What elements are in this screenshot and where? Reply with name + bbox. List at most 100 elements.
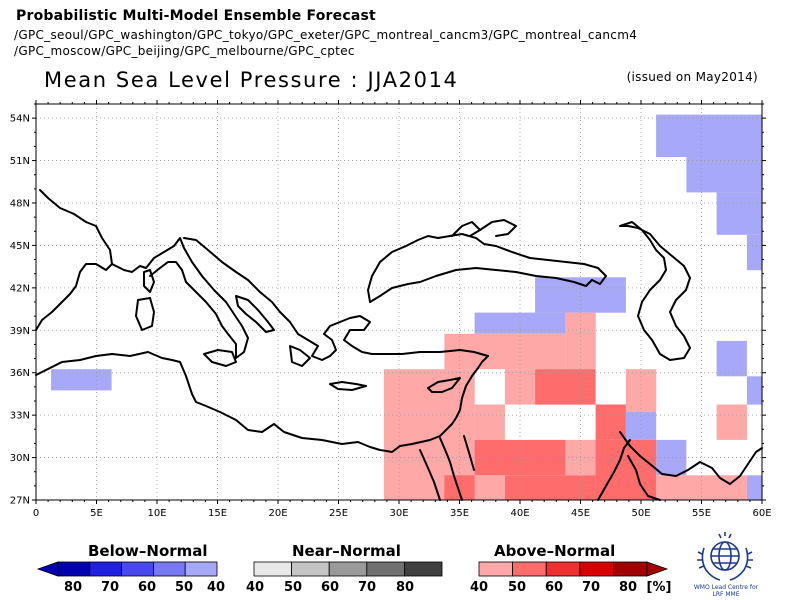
legend-above-value: 50 (507, 580, 527, 595)
x-tick-label: 0 (33, 508, 39, 519)
axis-ticks: 0 5E 10E 15E 20E 25E 30E 35E 40E 45E 50E 55E 60E 27N 3… (10, 100, 772, 519)
legend-near-swatch (328, 561, 368, 577)
probability-cells (51, 114, 762, 501)
legend-above-swatch (512, 561, 547, 577)
probability-cell-above (474, 475, 505, 501)
coast-sinai (439, 437, 463, 501)
y-tick-label: 54N (10, 114, 30, 125)
coast-arabia (597, 439, 631, 501)
coast-caspian (619, 221, 691, 361)
issued-date: (issued on May2014) (626, 70, 758, 84)
legend-unit: [%] (646, 580, 672, 595)
probability-cell-below (656, 114, 762, 157)
header-title: Probabilistic Multi-Model Ensemble Forec… (16, 8, 376, 24)
coast-crimea (451, 221, 481, 237)
x-tick-label: 25E (329, 508, 348, 519)
probability-cell-below (716, 340, 747, 377)
legend-below-value: 50 (174, 580, 194, 595)
legend-near-value: 80 (395, 580, 415, 595)
legend-below-value: 70 (100, 580, 120, 595)
probability-cell-below (51, 369, 112, 391)
coast-iberia (35, 189, 113, 331)
legend-near-swatch (403, 561, 443, 577)
probability-cell-above (444, 475, 475, 501)
coastlines (35, 189, 763, 501)
legend-above-arrow (646, 561, 669, 577)
probability-cell-above (595, 439, 657, 500)
y-tick-label: 30N (10, 453, 30, 464)
legend-below-swatch (152, 561, 186, 577)
coast-persian-gulf-south (627, 455, 661, 501)
probability-cell-above (504, 369, 536, 405)
legend-near-value: 40 (245, 580, 265, 595)
legend-above-swatch (478, 561, 513, 577)
x-tick-label: 50E (631, 508, 650, 519)
probability-cell-below (625, 411, 657, 440)
coast-peloponnese (289, 345, 311, 367)
y-tick-label: 33N (10, 411, 30, 422)
coast-balkans (183, 237, 489, 361)
coast-north-africa (35, 351, 473, 453)
legend-near-swatch (253, 561, 292, 577)
coast-sardinia (135, 297, 155, 331)
coast-corsica (143, 269, 155, 293)
probability-cell-above (535, 369, 596, 405)
legend-near-value: 50 (283, 580, 303, 595)
coast-turkey-north (369, 267, 593, 303)
map-title: Mean Sea Level Pressure : JJA2014 (44, 68, 459, 92)
legend-above-label: Above–Normal (494, 542, 616, 560)
probability-cell-below (686, 157, 762, 193)
y-tick-label: 39N (10, 326, 30, 337)
coast-sicily (203, 349, 237, 367)
probability-cell-above (444, 333, 566, 370)
y-tick-label: 45N (10, 241, 30, 252)
coast-persian-gulf (619, 431, 763, 485)
x-tick-label: 20E (268, 508, 287, 519)
coast-black-sea (367, 233, 607, 303)
x-tick-label: 30E (389, 508, 408, 519)
coast-cyprus (427, 377, 461, 393)
probability-cell-below (746, 234, 762, 271)
coast-crete (329, 381, 367, 391)
legend-above-swatch (613, 561, 648, 577)
x-tick-label: 35E (450, 508, 469, 519)
legend-above-value: 70 (581, 580, 601, 595)
legend-below-value: 80 (63, 580, 83, 595)
x-tick-label: 55E (692, 508, 711, 519)
legend-near-label: Near–Normal (292, 542, 401, 560)
legend-below-value: 40 (206, 580, 226, 595)
legend-above-value: 80 (618, 580, 638, 595)
probability-cell-above (504, 475, 596, 501)
legend-below-swatch (57, 561, 91, 577)
probability-cell-below (716, 192, 762, 235)
y-tick-label: 36N (10, 368, 30, 379)
probability-cell-above (716, 404, 747, 440)
coast-azov (479, 219, 517, 237)
legend-below-value: 60 (137, 580, 157, 595)
legend-near-value: 60 (320, 580, 340, 595)
legend-near-swatch (291, 561, 330, 577)
legend-above-swatch (545, 561, 581, 577)
legend-near-value: 70 (357, 580, 377, 595)
y-tick-label: 42N (10, 283, 30, 294)
legend (36, 561, 669, 577)
x-tick-label: 5E (90, 508, 103, 519)
legend-below-label: Below–Normal (88, 542, 208, 560)
legend-above-value: 40 (469, 580, 489, 595)
legend-near-swatch (366, 561, 405, 577)
legend-below-swatch (184, 561, 218, 577)
legend-above-value: 60 (544, 580, 564, 595)
probability-cell-below (656, 439, 687, 476)
y-tick-label: 51N (10, 156, 30, 167)
x-tick-label: 45E (571, 508, 590, 519)
coast-levant (471, 355, 489, 377)
coast-red-sea (419, 449, 441, 501)
models-line-1: /GPC_seoul/GPC_washington/GPC_tokyo/GPC_… (14, 28, 638, 42)
coast-france-italy (111, 237, 249, 359)
logo-caption: WMO Lead Centre for LRF MME (693, 584, 759, 598)
legend-below-swatch (89, 561, 123, 577)
coast-aqaba (463, 435, 475, 471)
probability-cell-above (656, 475, 747, 501)
